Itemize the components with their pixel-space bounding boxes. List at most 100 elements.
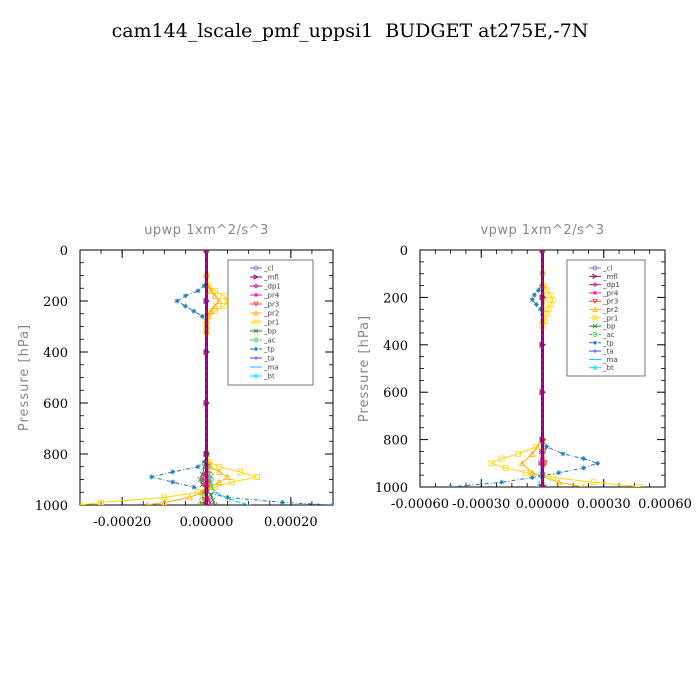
- y-tick-label: 400: [383, 339, 408, 354]
- panel-title: upwp 1xm^2/s^3: [144, 223, 269, 238]
- series-point-tp: [544, 444, 550, 450]
- series-point-tp: [560, 451, 566, 457]
- legend-marker-pr4: [254, 293, 258, 297]
- series-point-bp: [212, 502, 218, 505]
- legend-entry: _pr3: [263, 301, 279, 309]
- x-tick-label: 0.00020: [264, 515, 318, 530]
- series-point-pr2: [207, 307, 214, 315]
- legend-entry: _pr4: [263, 292, 280, 300]
- series-point-tp: [595, 460, 601, 466]
- series-point-pr1: [98, 499, 104, 505]
- series-point-pr1: [220, 292, 227, 299]
- series-point-tp: [533, 302, 539, 308]
- series-point-tp: [330, 502, 333, 505]
- y-tick-label: 1000: [375, 481, 408, 496]
- series-point-tp: [529, 297, 535, 303]
- series-point-pr2: [186, 493, 193, 501]
- series-point-pr1: [590, 479, 597, 486]
- legend-entry: _tp: [602, 339, 614, 347]
- chart-panel-1: upwp 1xm^2/s^3 Pressure [hPa] 0 200 400 600 80…: [17, 223, 334, 530]
- legend-entry: _pr2: [263, 310, 279, 318]
- y-axis-label: Pressure [hPa]: [17, 324, 32, 431]
- legend-marker-ta: [593, 349, 597, 354]
- legend-box: [227, 259, 314, 386]
- x-tick-label: 0.00000: [180, 515, 234, 530]
- legend-entry: _ac: [263, 337, 276, 345]
- series-point-pr1: [254, 474, 261, 480]
- series-point-tp: [448, 484, 454, 487]
- series-point-pr1: [195, 489, 201, 496]
- legend-marker-pr1: [253, 319, 259, 325]
- series-point-tp: [580, 465, 586, 471]
- series-point-pr2: [207, 287, 214, 294]
- series-point-tp: [174, 298, 180, 304]
- x-tick-label: 0.00000: [516, 497, 570, 512]
- series-point-pr2: [211, 302, 219, 309]
- legend-entry: _tp: [263, 346, 275, 354]
- series-point-tp: [225, 494, 231, 500]
- series-point-pr2: [529, 469, 536, 476]
- series-point-pr2: [161, 499, 168, 505]
- legend-marker-ta: [254, 356, 258, 360]
- legend-marker-tp: [593, 340, 597, 345]
- series-point-tp: [170, 479, 176, 485]
- series-point-pr4: [206, 497, 212, 503]
- y-tick-label: 400: [43, 346, 68, 361]
- series-point-tp: [182, 303, 188, 309]
- panel-title: vpwp 1xm^2/s^3: [480, 223, 604, 238]
- series-point-pr1: [228, 479, 235, 485]
- series-point-pr1: [502, 465, 509, 471]
- legend-entry: _pr4: [602, 289, 619, 297]
- series-point-pr1: [237, 468, 244, 475]
- x-tick-label: -0.00030: [452, 497, 510, 512]
- legend-entry: _dp1: [263, 283, 281, 291]
- series-point-tp: [537, 306, 543, 312]
- series-point-pr1: [533, 443, 540, 450]
- legend-entry: _ma: [602, 356, 618, 364]
- series-point-tp: [195, 288, 201, 294]
- series-point-tp: [182, 293, 188, 299]
- y-tick-label: 0: [400, 244, 408, 259]
- legend-entry: _cl: [602, 265, 612, 273]
- x-tick-label: 0.00030: [577, 497, 631, 512]
- legend-entry: _ta: [263, 355, 275, 363]
- series-point-pr2: [211, 292, 219, 299]
- legend-marker-pr3: [592, 298, 598, 305]
- legend-entry: _ma: [263, 364, 279, 372]
- series-point-pr1: [515, 450, 521, 457]
- legend-marker-cl: [592, 265, 598, 271]
- legend-marker-mfl: [253, 274, 259, 280]
- legend-entry: _dp1: [602, 281, 620, 289]
- legend-marker-bp: [253, 328, 259, 334]
- series-point-pr1: [220, 303, 227, 310]
- legend-marker-bt: [253, 373, 259, 379]
- series-point-pr1: [637, 484, 644, 487]
- chart-main-title: cam144_lscale_pmf_uppsi1 BUDGET at275E,-…: [111, 20, 589, 42]
- legend-entry: _ta: [602, 348, 614, 356]
- series-point-pr4: [200, 477, 206, 482]
- y-tick-label: 200: [383, 291, 408, 306]
- series-point-tp: [191, 308, 197, 314]
- series-point-ac: [197, 502, 204, 505]
- series-point-tp: [556, 470, 562, 476]
- legend-marker-cl: [253, 265, 259, 271]
- legend: _cl_mfl_dp1_pr4_pr3_pr2_pr1_bp_ac_tp_ta_…: [227, 259, 314, 386]
- series-point-tp: [279, 499, 285, 505]
- y-tick-label: 800: [43, 448, 68, 463]
- legend-marker-bp: [592, 323, 598, 329]
- legend: _cl_mfl_dp1_pr4_pr3_pr2_pr1_bp_ac_tp_ta_…: [566, 259, 646, 377]
- legend-entry: _mfl: [263, 274, 279, 282]
- series-point-pr1: [488, 460, 495, 467]
- legend-entry: _bt: [602, 364, 614, 372]
- legend-marker-mfl: [592, 273, 598, 279]
- legend-entry: _pr1: [263, 319, 279, 327]
- y-tick-label: 200: [43, 295, 68, 310]
- series-point-pr3: [199, 502, 207, 505]
- y-tick-label: 600: [43, 397, 68, 412]
- y-tick-label: 1000: [35, 499, 68, 514]
- series-point-pr2: [216, 297, 223, 304]
- y-tick-label: 600: [383, 386, 408, 401]
- y-tick-label: 0: [60, 244, 68, 259]
